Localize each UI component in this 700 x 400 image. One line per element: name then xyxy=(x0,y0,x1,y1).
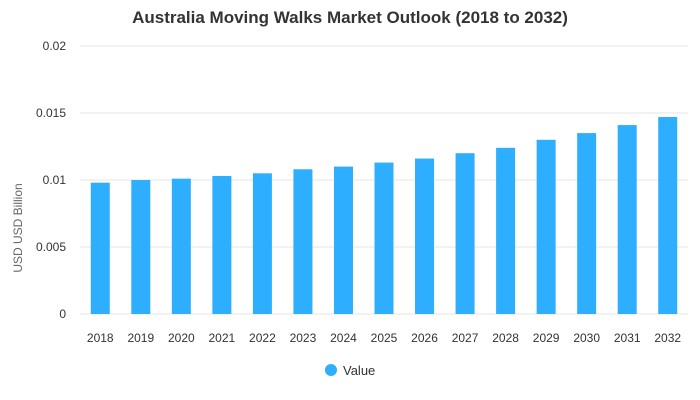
x-tick-label: 2022 xyxy=(249,331,276,345)
x-axis-ticks: 2018 2019 2020 2021 2022 2023 2024 2025 2026 2027… xyxy=(87,331,681,345)
x-tick-label: 2029 xyxy=(533,331,560,345)
y-tick-label: 0 xyxy=(59,307,66,321)
y-axis-ticks: 0 0.005 0.01 0.015 0.02 xyxy=(36,39,66,321)
x-tick-label: 2027 xyxy=(452,331,479,345)
bar-2022[interactable] xyxy=(252,173,272,314)
bar-2031[interactable] xyxy=(617,125,637,314)
legend[interactable]: Value xyxy=(325,363,375,378)
bar-2021[interactable] xyxy=(212,175,232,314)
y-tick-label: 0.02 xyxy=(43,39,67,53)
y-tick-label: 0.005 xyxy=(36,240,66,254)
bar-2028[interactable] xyxy=(496,147,516,314)
y-axis-label: USD USD Billion xyxy=(11,183,25,272)
x-tick-label: 2028 xyxy=(492,331,519,345)
x-tick-label: 2019 xyxy=(127,331,154,345)
y-tick-label: 0.015 xyxy=(36,106,66,120)
x-tick-label: 2021 xyxy=(209,331,236,345)
bar-2027[interactable] xyxy=(455,153,475,314)
bar-2020[interactable] xyxy=(171,178,191,314)
x-tick-label: 2025 xyxy=(371,331,398,345)
bar-2018[interactable] xyxy=(90,182,110,314)
legend-label-value: Value xyxy=(343,363,375,378)
x-tick-label: 2018 xyxy=(87,331,114,345)
bar-2030[interactable] xyxy=(577,133,597,314)
bar-2029[interactable] xyxy=(536,139,556,314)
bar-2032[interactable] xyxy=(658,117,678,315)
x-tick-label: 2031 xyxy=(614,331,641,345)
bar-2024[interactable] xyxy=(333,166,353,314)
bars xyxy=(90,117,678,315)
bar-2023[interactable] xyxy=(293,169,313,314)
x-tick-label: 2024 xyxy=(330,331,357,345)
chart-title: Australia Moving Walks Market Outlook (2… xyxy=(132,8,568,27)
bar-2019[interactable] xyxy=(131,180,151,314)
x-tick-label: 2032 xyxy=(654,331,681,345)
y-tick-label: 0.01 xyxy=(43,173,67,187)
x-tick-label: 2020 xyxy=(168,331,195,345)
bar-2026[interactable] xyxy=(415,158,435,314)
x-tick-label: 2030 xyxy=(573,331,600,345)
x-tick-label: 2026 xyxy=(411,331,438,345)
x-tick-label: 2023 xyxy=(290,331,317,345)
legend-marker xyxy=(325,364,337,376)
bar-2025[interactable] xyxy=(374,162,394,314)
